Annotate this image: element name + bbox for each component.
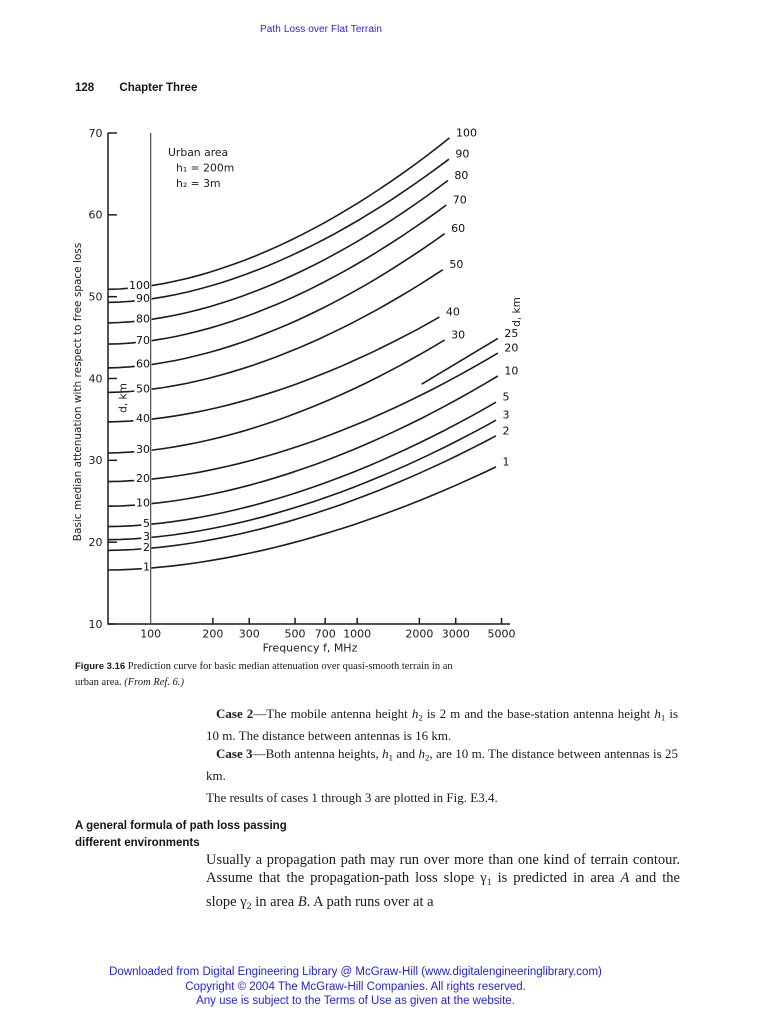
svg-text:3: 3: [143, 530, 150, 543]
svg-text:5: 5: [143, 517, 150, 530]
figure-3-16-chart: 10 20 30 40 50 60 70 100 200 300 500 700 1000 2000 300…: [72, 126, 523, 655]
section-heading-line-2: different environments: [75, 837, 200, 849]
footer-notice: Downloaded from Digital Engineering Libr…: [0, 965, 711, 1009]
svg-text:h₁ = 200m: h₁ = 200m: [176, 162, 234, 175]
svg-text:40: 40: [446, 306, 460, 319]
svg-text:Frequency f, MHz: Frequency f, MHz: [263, 642, 358, 655]
svg-text:50: 50: [136, 382, 150, 395]
svg-text:3: 3: [502, 409, 509, 422]
body-text-block: Case 2—The mobile antenna height h2 is 2…: [206, 705, 678, 807]
folio-line: 128 Chapter Three: [75, 82, 197, 94]
svg-text:60: 60: [89, 209, 103, 222]
svg-text:2: 2: [502, 424, 509, 437]
svg-text:70: 70: [89, 127, 103, 140]
running-head: Path Loss over Flat Terrain: [259, 24, 383, 35]
svg-text:1000: 1000: [343, 628, 371, 641]
figure-caption-label: Figure 3.16: [75, 661, 126, 672]
svg-text:50: 50: [449, 258, 463, 271]
svg-text:60: 60: [451, 222, 465, 235]
svg-text:25: 25: [504, 327, 518, 340]
svg-text:500: 500: [285, 628, 306, 641]
svg-text:70: 70: [136, 334, 150, 347]
svg-text:h₂ = 3m: h₂ = 3m: [176, 177, 220, 190]
svg-text:60: 60: [136, 358, 150, 371]
svg-text:100: 100: [140, 628, 161, 641]
svg-text:30: 30: [89, 454, 103, 467]
svg-text:100: 100: [456, 126, 477, 139]
figure-caption: Figure 3.16 Prediction curve for basic m…: [75, 659, 467, 691]
svg-text:300: 300: [239, 628, 260, 641]
svg-text:1: 1: [143, 561, 150, 574]
svg-text:Basic median attenuation with: Basic median attenuation with respect to…: [72, 243, 84, 541]
svg-text:5000: 5000: [488, 628, 516, 641]
case-3-paragraph: Case 3—Both antenna heights, h1 and h2, …: [206, 746, 679, 784]
svg-text:30: 30: [136, 443, 150, 456]
svg-text:50: 50: [89, 290, 103, 303]
svg-text:d, km: d, km: [511, 297, 523, 327]
svg-text:200: 200: [202, 628, 223, 641]
svg-text:10: 10: [136, 496, 150, 509]
svg-text:d, km: d, km: [118, 383, 130, 413]
case-2-paragraph: Case 2—The mobile antenna height h2 is 2…: [206, 706, 679, 743]
svg-text:20: 20: [136, 472, 150, 485]
svg-text:700: 700: [315, 628, 336, 641]
svg-text:1: 1: [502, 455, 509, 468]
footer-line-2: Copyright © 2004 The McGraw-Hill Compani…: [185, 980, 526, 993]
svg-text:Urban area: Urban area: [168, 146, 228, 159]
svg-text:80: 80: [136, 313, 150, 326]
page-number: 128: [75, 82, 95, 94]
chapter-title: Chapter Three: [119, 82, 198, 94]
svg-text:10: 10: [504, 365, 518, 378]
svg-text:100: 100: [129, 279, 150, 292]
svg-text:20: 20: [89, 536, 103, 549]
svg-text:5: 5: [502, 391, 509, 404]
svg-text:10: 10: [89, 618, 103, 631]
footer-line-3: Any use is subject to the Terms of Use a…: [196, 995, 515, 1008]
figure-caption-text: Prediction curve for basic median attenu…: [75, 661, 453, 688]
section-heading-line-1: A general formula of path loss passing: [75, 820, 287, 832]
svg-text:90: 90: [136, 292, 150, 305]
svg-text:2000: 2000: [405, 628, 433, 641]
svg-text:70: 70: [453, 194, 467, 207]
svg-text:40: 40: [89, 372, 103, 385]
svg-text:3000: 3000: [442, 628, 470, 641]
results-paragraph: The results of cases 1 through 3 are plo…: [206, 789, 498, 805]
svg-text:40: 40: [136, 412, 150, 425]
footer-line-1: Downloaded from Digital Engineering Libr…: [109, 966, 602, 978]
svg-text:90: 90: [455, 148, 469, 161]
section-paragraph: Usually a propagation path may run over …: [206, 852, 680, 912]
section-heading: A general formula of path loss passing d…: [75, 818, 287, 852]
svg-text:30: 30: [451, 329, 465, 342]
svg-text:20: 20: [504, 342, 518, 355]
svg-text:80: 80: [454, 169, 468, 182]
svg-text:2: 2: [143, 541, 150, 554]
